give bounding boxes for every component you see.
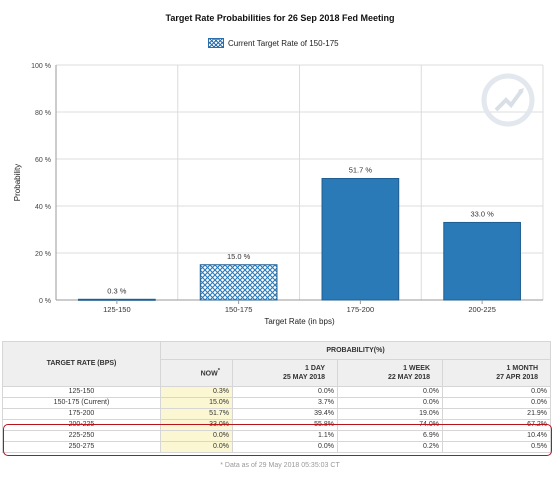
header-1-month-date: 27 APR 2018 xyxy=(496,374,539,382)
x-tick-label: 150-175 xyxy=(225,305,253,314)
header-now-label: NOW xyxy=(200,370,218,378)
table-cell-probability: 39.4% xyxy=(232,408,338,420)
header-probability: PROBABILITY(%) xyxy=(159,340,552,361)
table-cell-probability: 21.9% xyxy=(441,408,552,420)
header-1-week-label: 1 WEEK xyxy=(403,365,430,373)
table-cell-probability: 0.0% xyxy=(160,441,233,453)
chart-legend[interactable]: Current Target Rate of 150-175 xyxy=(208,37,339,49)
table-row: 225-250 0.0% 1.1% 6.9% 10.4% xyxy=(2,430,552,442)
header-now-note: * xyxy=(217,368,220,375)
table-body: 125-150 0.3% 0.0% 0.0% 0.0% 150-175 (Current)… xyxy=(2,386,552,453)
table-cell-probability: 19.0% xyxy=(337,408,443,420)
header-1-week-date: 22 MAY 2018 xyxy=(387,374,430,382)
header-now[interactable]: NOW* xyxy=(160,359,233,387)
x-tick-label: 175-200 xyxy=(347,305,375,314)
header-1-day[interactable]: 1 DAY 25 MAY 2018 xyxy=(232,359,338,387)
header-1-month[interactable]: 1 MONTH 27 APR 2018 xyxy=(441,359,552,387)
chart-title: Target Rate Probabilities for 26 Sep 201… xyxy=(165,13,395,23)
x-axis-title: Target Rate (in bps) xyxy=(264,317,335,326)
y-tick-label: 60 % xyxy=(35,157,51,164)
probability-table: TARGET RATE (BPS) PROBABILITY(%) NOW* 1 … xyxy=(2,340,552,453)
legend-label: Current Target Rate of 150-175 xyxy=(228,38,339,48)
table-row: 150-175 (Current) 15.0% 3.7% 0.0% 0.0% xyxy=(2,397,552,409)
table-cell-target-rate: 175-200 xyxy=(2,408,161,420)
table-cell-probability: 3.7% xyxy=(232,397,338,409)
highlight-box xyxy=(3,424,552,456)
bar-value-label: 33.0 % xyxy=(470,209,494,218)
y-tick-label: 40 % xyxy=(35,204,51,211)
watermark-logo-icon xyxy=(481,73,535,127)
table-row: 250-275 0.0% 0.0% 0.2% 0.5% xyxy=(2,441,552,453)
table-cell-probability: 51.7% xyxy=(160,408,233,420)
y-tick-label: 100 % xyxy=(31,63,51,70)
table-cell-probability: 0.3% xyxy=(160,386,233,398)
table-cell-probability: 0.5% xyxy=(441,441,552,453)
header-1-day-date: 25 MAY 2018 xyxy=(282,374,325,382)
table-cell-probability: 0.0% xyxy=(232,386,338,398)
x-tick-label: 125-150 xyxy=(103,305,131,314)
bar xyxy=(199,264,278,301)
bar-chart: 0 % 20 % 40 % 60 % 80 % 100 % 0.3 % 125-150 15.0… xyxy=(13,63,544,326)
y-tick-label: 80 % xyxy=(35,110,51,117)
x-tick-label: 200-225 xyxy=(468,305,496,314)
table-cell-probability: 15.0% xyxy=(160,397,233,409)
table-cell-target-rate: 150-175 (Current) xyxy=(2,397,161,409)
y-tick-label: 20 % xyxy=(35,251,51,258)
table-cell-probability: 0.0% xyxy=(337,397,443,409)
header-target-rate: TARGET RATE (BPS) xyxy=(2,341,161,387)
bar-value-label: 51.7 % xyxy=(349,166,373,175)
data-timestamp-footnote: * Data as of 29 May 2018 05:35:03 CT xyxy=(220,462,340,469)
bar-value-label: 15.0 % xyxy=(227,252,251,261)
y-tick-label: 0 % xyxy=(39,298,51,305)
header-1-week[interactable]: 1 WEEK 22 MAY 2018 xyxy=(337,359,443,387)
table-cell-target-rate: 125-150 xyxy=(2,386,161,398)
table-row: 125-150 0.3% 0.0% 0.0% 0.0% xyxy=(2,386,552,398)
table-cell-probability: 0.0% xyxy=(337,386,443,398)
bar-value-label: 0.3 % xyxy=(107,286,127,295)
legend-swatch-hatched xyxy=(208,38,224,48)
y-axis-title: Probability xyxy=(13,164,22,201)
bar xyxy=(321,178,400,301)
table-cell-probability: 0.0% xyxy=(441,386,552,398)
table-row: 175-200 51.7% 39.4% 19.0% 21.9% xyxy=(2,408,552,420)
header-1-month-label: 1 MONTH xyxy=(506,365,539,373)
header-1-day-label: 1 DAY xyxy=(305,365,325,373)
table-cell-probability: 0.0% xyxy=(441,397,552,409)
bar xyxy=(443,221,521,301)
